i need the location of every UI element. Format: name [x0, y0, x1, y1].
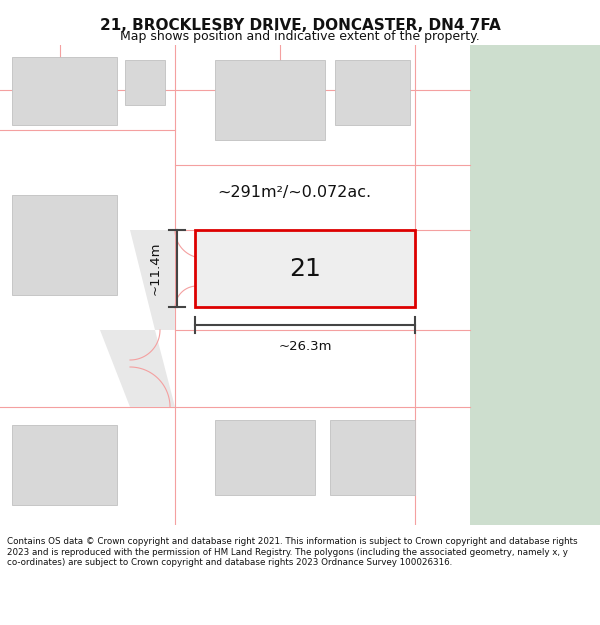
Bar [12, 425, 117, 505]
Text: ~26.3m: ~26.3m [278, 341, 332, 354]
Text: 21: 21 [289, 256, 321, 281]
Polygon shape [130, 230, 175, 330]
Bar [335, 60, 410, 125]
Bar [215, 420, 315, 495]
Bar [0, 45, 470, 525]
Bar [470, 45, 600, 525]
Polygon shape [100, 330, 175, 407]
Text: ~11.4m: ~11.4m [149, 242, 161, 295]
Text: ~291m²/~0.072ac.: ~291m²/~0.072ac. [217, 184, 371, 199]
Bar [215, 60, 325, 140]
Bar [12, 57, 117, 125]
Bar [195, 230, 415, 307]
Text: Map shows position and indicative extent of the property.: Map shows position and indicative extent… [120, 30, 480, 43]
Text: Contains OS data © Crown copyright and database right 2021. This information is : Contains OS data © Crown copyright and d… [7, 538, 578, 568]
Bar [195, 230, 415, 307]
Bar [330, 420, 415, 495]
Bar [12, 195, 117, 295]
Text: 21, BROCKLESBY DRIVE, DONCASTER, DN4 7FA: 21, BROCKLESBY DRIVE, DONCASTER, DN4 7FA [100, 18, 500, 32]
Bar [125, 60, 165, 105]
